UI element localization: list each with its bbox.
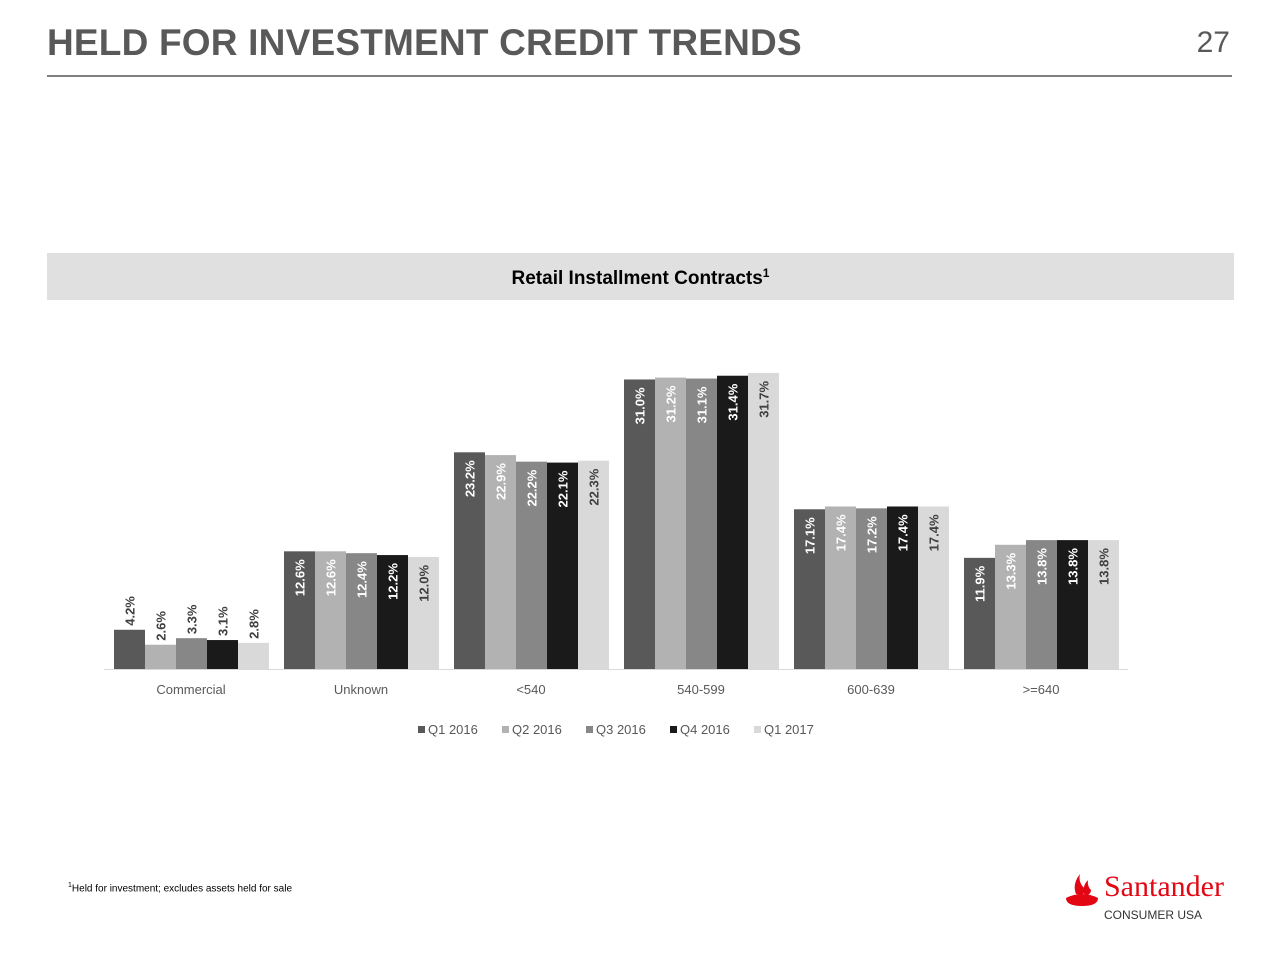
bar bbox=[408, 556, 439, 669]
legend-swatch bbox=[586, 726, 593, 733]
data-label: 12.2% bbox=[386, 563, 401, 600]
page-number: 27 bbox=[1196, 26, 1230, 59]
bar bbox=[887, 506, 918, 669]
data-label: 12.6% bbox=[293, 559, 308, 596]
legend-swatch bbox=[670, 726, 677, 733]
bar bbox=[794, 509, 825, 669]
data-label: 13.8% bbox=[1035, 548, 1050, 585]
x-tick-label: Unknown bbox=[334, 682, 388, 697]
data-label: 17.4% bbox=[834, 514, 849, 551]
x-tick-label: >=640 bbox=[1023, 682, 1060, 697]
data-label: 17.1% bbox=[803, 517, 818, 554]
legend-entry: Q1 2016 bbox=[428, 722, 478, 737]
bar bbox=[207, 640, 238, 669]
data-label: 17.4% bbox=[896, 514, 911, 551]
bar bbox=[377, 555, 408, 669]
chart-title-superscript: 1 bbox=[762, 266, 770, 280]
title-divider bbox=[47, 75, 1232, 77]
bar bbox=[114, 629, 145, 669]
x-tick-label: <540 bbox=[516, 682, 545, 697]
data-label: 22.1% bbox=[556, 470, 571, 507]
bar bbox=[995, 544, 1026, 669]
footnote-text: Held for investment; excludes assets hel… bbox=[71, 883, 293, 895]
bar bbox=[547, 462, 578, 669]
data-label: 17.4% bbox=[927, 514, 942, 551]
legend-swatch bbox=[502, 726, 509, 733]
data-label: 2.6% bbox=[154, 611, 169, 641]
data-label: 13.3% bbox=[1004, 552, 1019, 589]
chart-title-text: Retail Installment Contracts bbox=[511, 268, 763, 290]
bar bbox=[825, 506, 856, 669]
data-label: 4.2% bbox=[123, 596, 138, 626]
chart-banner: Retail Installment Contracts1 bbox=[47, 253, 1234, 300]
flame-icon bbox=[1066, 874, 1098, 906]
bar bbox=[717, 375, 748, 669]
bar bbox=[346, 553, 377, 669]
bar bbox=[964, 557, 995, 669]
data-label: 12.0% bbox=[417, 564, 432, 601]
legend-entry: Q1 2017 bbox=[764, 722, 814, 737]
data-label: 13.8% bbox=[1066, 548, 1081, 585]
bar bbox=[856, 508, 887, 669]
data-label: 22.2% bbox=[525, 469, 540, 506]
bar bbox=[516, 461, 547, 669]
bar bbox=[1026, 540, 1057, 669]
data-label: 3.1% bbox=[216, 606, 231, 636]
bar bbox=[485, 455, 516, 669]
chart-title: Retail Installment Contracts1 bbox=[512, 266, 770, 290]
bar bbox=[748, 372, 779, 669]
data-label: 31.4% bbox=[726, 383, 741, 420]
x-tick-label: Commercial bbox=[156, 682, 225, 697]
bar bbox=[315, 551, 346, 669]
bar bbox=[686, 378, 717, 669]
data-label: 2.8% bbox=[247, 609, 262, 639]
legend-entry: Q3 2016 bbox=[596, 722, 646, 737]
logo-wordmark: Santander bbox=[1104, 870, 1224, 903]
bar bbox=[655, 377, 686, 669]
data-label: 31.7% bbox=[757, 380, 772, 417]
data-label: 17.2% bbox=[865, 516, 880, 553]
bar bbox=[284, 551, 315, 669]
data-label: 22.9% bbox=[494, 463, 509, 500]
legend-swatch bbox=[418, 726, 425, 733]
data-label: 23.2% bbox=[463, 460, 478, 497]
logo-subtitle: CONSUMER USA bbox=[1104, 908, 1203, 922]
data-label: 31.2% bbox=[664, 385, 679, 422]
data-label: 13.8% bbox=[1097, 548, 1112, 585]
bar bbox=[578, 460, 609, 669]
data-label: 12.4% bbox=[355, 561, 370, 598]
bar bbox=[624, 379, 655, 669]
legend-swatch bbox=[754, 726, 761, 733]
data-label: 31.0% bbox=[633, 387, 648, 424]
data-label: 3.3% bbox=[185, 604, 200, 634]
bar bbox=[918, 506, 949, 669]
legend-entry: Q2 2016 bbox=[512, 722, 562, 737]
data-label: 12.6% bbox=[324, 559, 339, 596]
x-tick-label: 600-639 bbox=[847, 682, 895, 697]
bar bbox=[145, 644, 176, 669]
footnote: 1Held for investment; excludes assets he… bbox=[68, 882, 292, 894]
legend-entry: Q4 2016 bbox=[680, 722, 730, 737]
bar bbox=[1057, 540, 1088, 669]
bar bbox=[1088, 540, 1119, 669]
santander-logo: Santander CONSUMER USA bbox=[1062, 870, 1242, 930]
data-label: 22.3% bbox=[587, 468, 602, 505]
bar bbox=[238, 642, 269, 669]
slide-title: HELD FOR INVESTMENT CREDIT TRENDS bbox=[47, 22, 802, 63]
bar bbox=[176, 638, 207, 669]
bar bbox=[454, 452, 485, 669]
data-label: 31.1% bbox=[695, 386, 710, 423]
data-label: 11.9% bbox=[973, 565, 988, 602]
footnote-marker: 1 bbox=[68, 882, 72, 889]
x-tick-label: 540-599 bbox=[677, 682, 725, 697]
